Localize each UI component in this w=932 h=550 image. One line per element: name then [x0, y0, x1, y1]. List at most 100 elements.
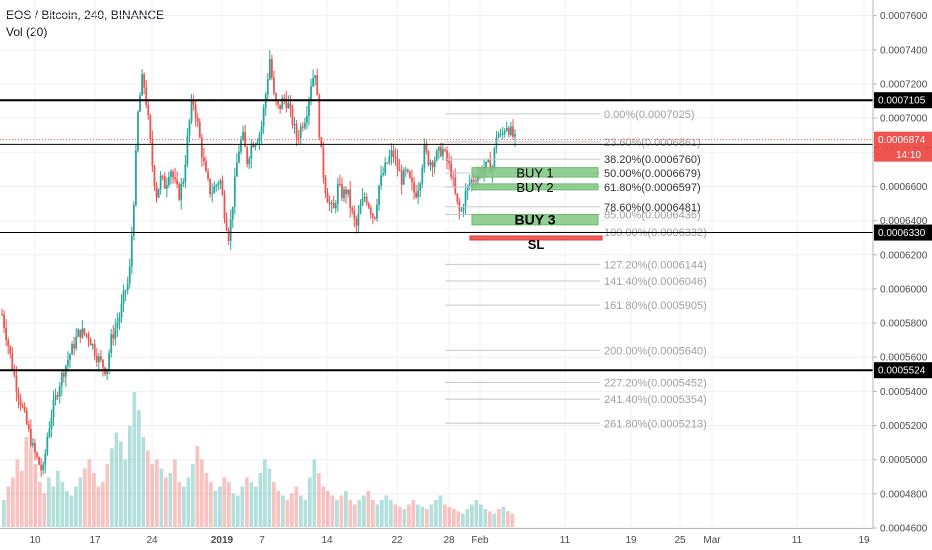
volume-bar — [434, 500, 438, 527]
candle-body — [99, 356, 102, 360]
candle-body — [355, 218, 358, 226]
volume-bar — [24, 437, 29, 527]
candle-body — [347, 189, 350, 195]
candle-body — [58, 386, 61, 397]
candle-body — [367, 203, 370, 208]
volume-bar — [407, 504, 411, 527]
candle-body — [62, 372, 65, 377]
candle-body — [242, 131, 244, 140]
time-tick-label: 19 — [625, 535, 637, 546]
volume-indicator-label[interactable]: Vol (20) — [6, 25, 48, 39]
volume-bar — [92, 473, 96, 527]
fib-label: 141.40%(0.0006046) — [604, 276, 707, 288]
volume-bar — [69, 495, 74, 527]
level-tag — [874, 224, 932, 241]
candle-body — [116, 322, 119, 328]
zone-box-buy-3 — [471, 214, 599, 226]
candle-body — [240, 139, 242, 152]
price-axis: 0.0004600 0.0004800 0.0005000 0.0005200 0.00… — [872, 0, 932, 550]
volume-bar — [146, 450, 150, 527]
volume-bar — [299, 495, 303, 527]
candle-body — [398, 169, 401, 172]
candle-body — [165, 184, 168, 189]
candle-body — [433, 160, 436, 168]
candle-body — [9, 346, 12, 354]
candle-body — [139, 95, 141, 112]
candle-body — [470, 179, 473, 183]
volume-bar — [114, 432, 119, 527]
candle-body — [419, 183, 422, 191]
candle-body — [215, 185, 218, 187]
volume-bar — [150, 464, 155, 527]
price-axis-panel — [873, 0, 932, 550]
candle-body — [285, 98, 288, 109]
candle-body — [441, 149, 444, 157]
volume-bar — [245, 477, 249, 527]
candle-body — [34, 442, 36, 453]
fib-label: 241.40%(0.0005354) — [604, 394, 707, 406]
volume-bar — [452, 509, 456, 527]
zone-label: BUY 3 — [515, 212, 556, 228]
candle-body — [141, 74, 143, 96]
candle-body — [27, 424, 30, 429]
volume-bar — [294, 486, 299, 527]
volume-bar — [173, 459, 177, 527]
candle-body — [120, 303, 123, 318]
zone-label: SL — [528, 237, 545, 252]
candle-body — [281, 98, 284, 110]
candle-body — [128, 266, 131, 284]
candle-body — [322, 147, 325, 178]
time-tick-label: 22 — [391, 535, 403, 546]
price-tick-label: 0.0006200 — [880, 250, 928, 261]
volume-bar — [168, 473, 173, 527]
volume-bar — [254, 486, 258, 527]
volume-bar — [29, 448, 33, 527]
candle-body — [211, 193, 214, 195]
volume-bar — [474, 500, 479, 527]
time-tick-label: 25 — [674, 535, 686, 546]
zone-label: BUY 2 — [516, 180, 553, 195]
candle-body — [147, 105, 150, 116]
candle-body — [396, 158, 399, 170]
volume-bar — [510, 513, 515, 527]
volume-bar — [470, 504, 474, 527]
volume-bar — [42, 493, 47, 527]
volume-bar — [321, 486, 326, 527]
volume-bar — [497, 509, 501, 527]
candle-body — [163, 176, 166, 189]
volume-bar — [56, 470, 60, 527]
zone-box-buy-1 — [471, 167, 599, 178]
time-tick-label: Mar — [703, 535, 721, 546]
volume-bar — [258, 473, 263, 527]
candle-body — [254, 144, 257, 148]
candle-body — [266, 79, 269, 95]
level-tag — [874, 92, 932, 109]
horizontal-levels — [0, 99, 873, 372]
volume-bar — [285, 500, 290, 527]
volume-bar — [344, 491, 348, 527]
time-tick-label: 10 — [29, 535, 41, 546]
candle-body — [102, 359, 104, 368]
fib-label: 200.00%(0.0005640) — [604, 345, 707, 357]
volume-bar — [20, 470, 24, 527]
candle-body — [225, 218, 228, 231]
candle-body — [97, 356, 100, 363]
fib-label: 100.00%(0.0006332) — [604, 227, 707, 239]
candle-body — [135, 150, 137, 206]
candle-body — [489, 160, 492, 174]
candle-body — [371, 213, 374, 218]
candle-body — [351, 207, 354, 212]
candle-body — [277, 101, 279, 105]
candle-body — [203, 157, 205, 162]
candle-body — [318, 95, 321, 138]
candle-body — [291, 107, 294, 125]
candle-body — [178, 184, 181, 200]
candle-body — [497, 134, 500, 138]
level-tag-label: 0.0006330 — [878, 228, 926, 239]
candle-body — [67, 360, 69, 366]
volume-bar — [209, 482, 213, 527]
volume-bar — [483, 509, 488, 527]
candle-body — [376, 204, 378, 219]
candle-body — [262, 107, 265, 127]
